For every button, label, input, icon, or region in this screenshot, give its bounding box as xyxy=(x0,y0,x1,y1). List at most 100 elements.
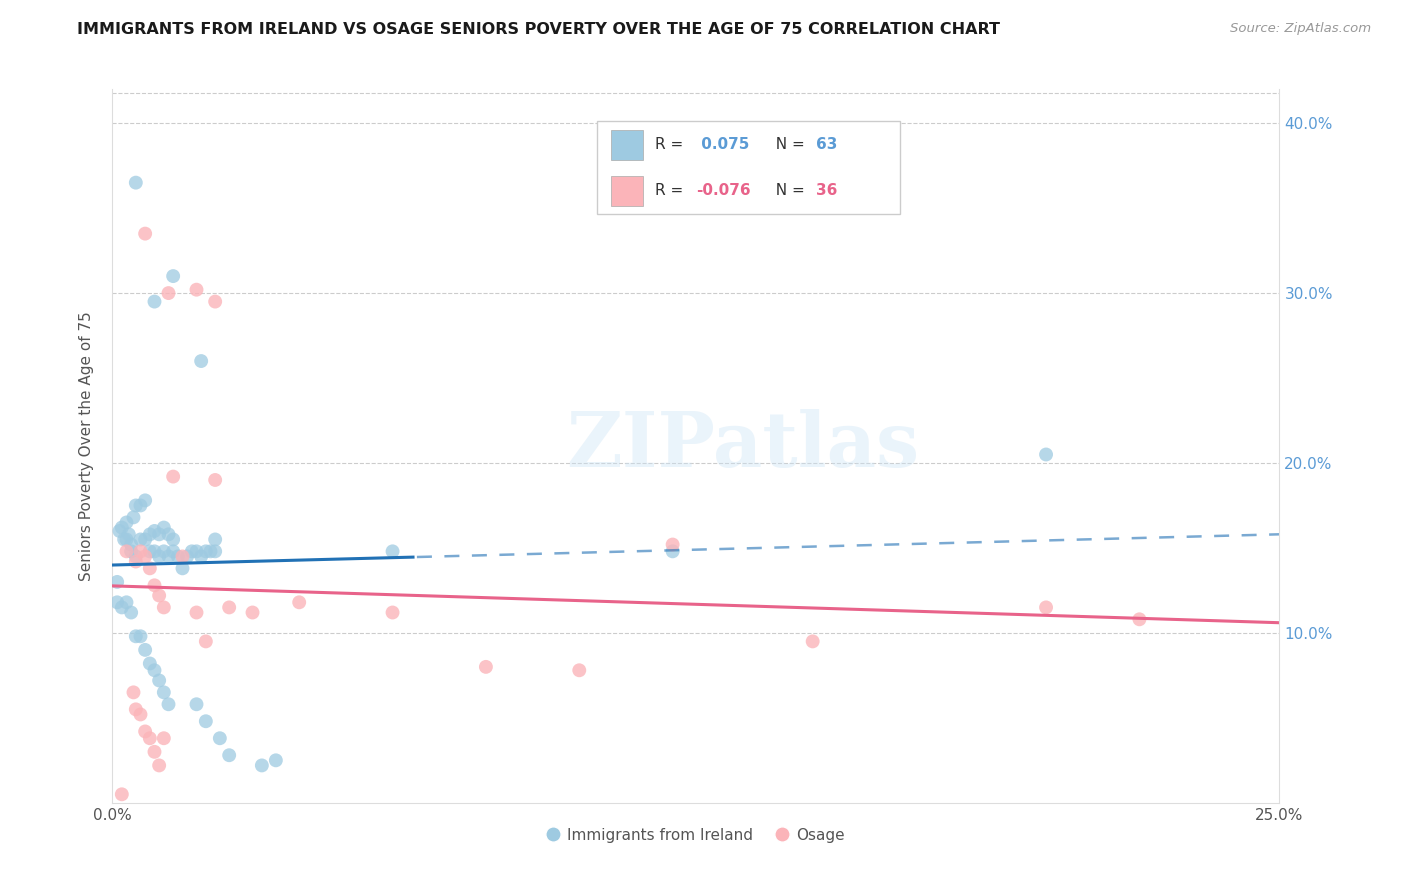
Point xyxy=(157,549,180,564)
Text: Source: ZipAtlas.com: Source: ZipAtlas.com xyxy=(1230,22,1371,36)
Text: R =: R = xyxy=(655,183,689,198)
Point xyxy=(218,748,240,763)
Point xyxy=(115,533,138,547)
Point xyxy=(153,520,176,534)
Text: 36: 36 xyxy=(815,183,838,198)
Point xyxy=(250,758,273,772)
Point xyxy=(111,787,134,801)
Point xyxy=(204,473,226,487)
Point xyxy=(111,520,134,534)
FancyBboxPatch shape xyxy=(610,130,644,160)
Point xyxy=(129,533,152,547)
Point xyxy=(661,537,683,551)
Text: N =: N = xyxy=(766,137,810,153)
Point xyxy=(125,702,148,716)
Point xyxy=(204,294,226,309)
Point xyxy=(111,600,134,615)
Point xyxy=(180,544,202,558)
Point xyxy=(125,176,148,190)
Point xyxy=(381,606,404,620)
Point xyxy=(129,707,152,722)
Point xyxy=(172,561,194,575)
Point xyxy=(166,549,188,564)
Point xyxy=(194,714,217,729)
Point xyxy=(134,724,156,739)
Point xyxy=(204,544,226,558)
Point xyxy=(200,544,222,558)
Point xyxy=(120,606,142,620)
Point xyxy=(148,673,170,688)
Point xyxy=(139,657,162,671)
Point xyxy=(186,544,208,558)
Point xyxy=(115,516,138,530)
Point xyxy=(125,549,148,564)
Point xyxy=(242,606,264,620)
Text: N =: N = xyxy=(766,183,810,198)
Point xyxy=(186,283,208,297)
Point xyxy=(153,600,176,615)
Point xyxy=(153,685,176,699)
Point xyxy=(172,549,194,564)
Point xyxy=(661,544,683,558)
Point xyxy=(105,595,128,609)
Point xyxy=(118,527,141,541)
Point xyxy=(1035,600,1057,615)
Legend: Immigrants from Ireland, Osage: Immigrants from Ireland, Osage xyxy=(541,822,851,848)
Point xyxy=(162,533,184,547)
Point xyxy=(153,731,176,746)
Point xyxy=(120,544,142,558)
Point xyxy=(122,685,145,699)
Point xyxy=(1035,448,1057,462)
Point xyxy=(208,731,231,746)
Point xyxy=(139,731,162,746)
Point xyxy=(157,286,180,301)
Point xyxy=(186,606,208,620)
Point xyxy=(134,549,156,564)
Point xyxy=(153,544,176,558)
Point xyxy=(148,758,170,772)
Point xyxy=(134,533,156,547)
Point xyxy=(112,533,135,547)
Point xyxy=(218,600,240,615)
Text: ZIPatlas: ZIPatlas xyxy=(567,409,920,483)
Point xyxy=(139,561,162,575)
Point xyxy=(108,524,131,538)
Point xyxy=(475,660,498,674)
Point xyxy=(143,294,166,309)
Point xyxy=(162,544,184,558)
Point xyxy=(194,544,217,558)
FancyBboxPatch shape xyxy=(596,121,900,214)
Point xyxy=(134,227,156,241)
Point xyxy=(125,499,148,513)
Point xyxy=(134,643,156,657)
FancyBboxPatch shape xyxy=(610,176,644,205)
Point xyxy=(125,555,148,569)
Point xyxy=(129,499,152,513)
Text: -0.076: -0.076 xyxy=(696,183,751,198)
Point xyxy=(148,549,170,564)
Point xyxy=(190,354,212,368)
Point xyxy=(381,544,404,558)
Point xyxy=(143,544,166,558)
Y-axis label: Seniors Poverty Over the Age of 75: Seniors Poverty Over the Age of 75 xyxy=(79,311,94,581)
Point xyxy=(139,544,162,558)
Point xyxy=(162,269,184,284)
Point xyxy=(190,549,212,564)
Point xyxy=(186,698,208,712)
Point xyxy=(129,544,152,558)
Point xyxy=(122,510,145,524)
Point xyxy=(120,537,142,551)
Text: 0.075: 0.075 xyxy=(696,137,749,153)
Point xyxy=(143,745,166,759)
Point xyxy=(129,629,152,643)
Point xyxy=(1128,612,1150,626)
Text: R =: R = xyxy=(655,137,689,153)
Text: IMMIGRANTS FROM IRELAND VS OSAGE SENIORS POVERTY OVER THE AGE OF 75 CORRELATION : IMMIGRANTS FROM IRELAND VS OSAGE SENIORS… xyxy=(77,22,1000,37)
Point xyxy=(105,574,128,589)
Point xyxy=(204,533,226,547)
Point xyxy=(143,524,166,538)
Point xyxy=(143,578,166,592)
Text: 63: 63 xyxy=(815,137,838,153)
Point xyxy=(176,549,198,564)
Point xyxy=(148,589,170,603)
